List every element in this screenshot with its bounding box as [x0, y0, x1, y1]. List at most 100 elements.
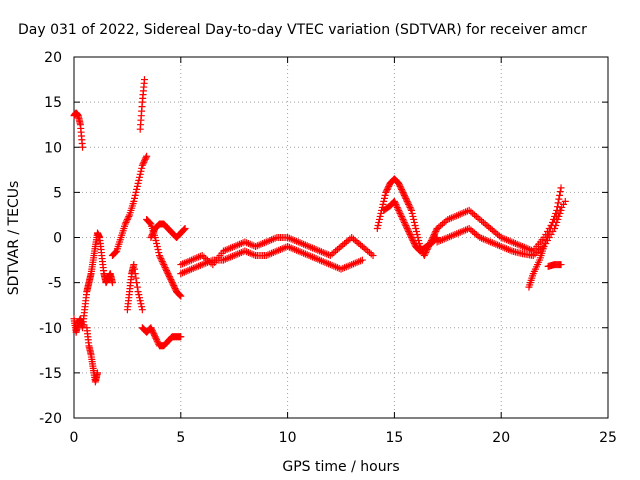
data-point	[130, 197, 138, 205]
data-point	[153, 240, 161, 248]
data-point	[133, 283, 141, 291]
data-point	[540, 243, 548, 251]
data-point	[383, 187, 391, 195]
data-point	[150, 227, 158, 235]
data-point	[139, 160, 147, 168]
data-point	[164, 270, 172, 278]
data-point	[165, 271, 173, 279]
data-point	[412, 227, 420, 235]
series-i	[147, 220, 189, 241]
data-point	[148, 230, 156, 238]
data-point	[132, 188, 140, 196]
data-point	[143, 152, 151, 160]
series-l	[373, 175, 441, 260]
data-point	[395, 181, 403, 189]
data-point	[141, 155, 149, 163]
data-point	[410, 238, 418, 246]
series-e	[136, 76, 148, 133]
series-o	[433, 206, 565, 260]
data-point	[125, 212, 133, 220]
y-tick-label: 10	[44, 140, 62, 156]
data-point	[131, 191, 139, 199]
data-point	[554, 199, 562, 207]
y-tick-label: 15	[44, 95, 62, 111]
data-point	[176, 291, 184, 299]
data-point	[180, 225, 188, 233]
data-point	[398, 212, 406, 220]
y-tick-label: -15	[39, 366, 62, 382]
data-point	[137, 167, 145, 175]
data-point	[399, 188, 407, 196]
data-point	[138, 303, 146, 311]
data-point	[112, 248, 120, 256]
data-point	[138, 161, 146, 169]
data-point	[168, 277, 176, 285]
data-point	[157, 255, 165, 263]
data-point	[390, 197, 398, 205]
data-point	[140, 157, 148, 165]
data-point	[358, 256, 366, 264]
data-point	[410, 215, 418, 223]
data-point	[431, 229, 439, 237]
data-point	[407, 205, 415, 213]
axis-ticks	[73, 56, 609, 419]
data-point	[401, 220, 409, 228]
data-point	[140, 158, 148, 166]
data-point	[410, 218, 418, 226]
data-point	[133, 279, 141, 287]
data-point	[400, 217, 408, 225]
y-tick-label: -20	[39, 411, 62, 427]
data-point	[136, 297, 144, 305]
data-point	[163, 268, 171, 276]
series-q	[544, 261, 565, 270]
data-point	[160, 261, 168, 269]
series-a	[70, 109, 87, 151]
data-point	[396, 209, 404, 217]
data-point	[130, 261, 138, 269]
data-point	[398, 214, 406, 222]
data-point	[175, 291, 183, 299]
x-tick-label: 5	[176, 430, 185, 446]
data-point	[408, 209, 416, 217]
data-point	[375, 218, 383, 226]
data-point	[404, 226, 412, 234]
x-tick-label: 25	[599, 430, 617, 446]
data-point	[136, 294, 144, 302]
data-point	[133, 182, 141, 190]
data-point	[561, 197, 569, 205]
data-point	[123, 217, 131, 225]
data-point	[177, 292, 185, 300]
data-point	[170, 283, 178, 291]
data-point	[411, 221, 419, 229]
data-point	[395, 179, 403, 187]
data-point	[543, 234, 551, 241]
data-point	[398, 185, 406, 193]
data-point	[166, 274, 174, 282]
y-tick-label: 20	[44, 50, 62, 66]
data-point	[151, 333, 159, 341]
data-point	[380, 194, 388, 202]
data-point	[545, 227, 553, 235]
data-point	[398, 187, 406, 195]
data-point	[138, 306, 146, 314]
x-tick-label: 15	[385, 430, 403, 446]
data-point	[373, 224, 381, 232]
data-point	[131, 265, 139, 273]
data-point	[407, 206, 415, 214]
data-point	[152, 334, 160, 342]
data-point	[407, 232, 415, 240]
data-point	[413, 230, 421, 238]
data-point	[555, 195, 563, 203]
series-g	[138, 324, 185, 350]
x-axis-label: GPS time / hours	[282, 459, 399, 475]
y-tick-label: -10	[39, 321, 62, 337]
data-point	[403, 196, 411, 204]
x-tick-label: 0	[70, 430, 79, 446]
data-point	[131, 270, 139, 278]
data-point	[553, 206, 561, 214]
data-point	[408, 235, 416, 243]
data-point	[169, 280, 177, 288]
data-point	[403, 197, 411, 205]
y-tick-label: 0	[53, 231, 62, 247]
